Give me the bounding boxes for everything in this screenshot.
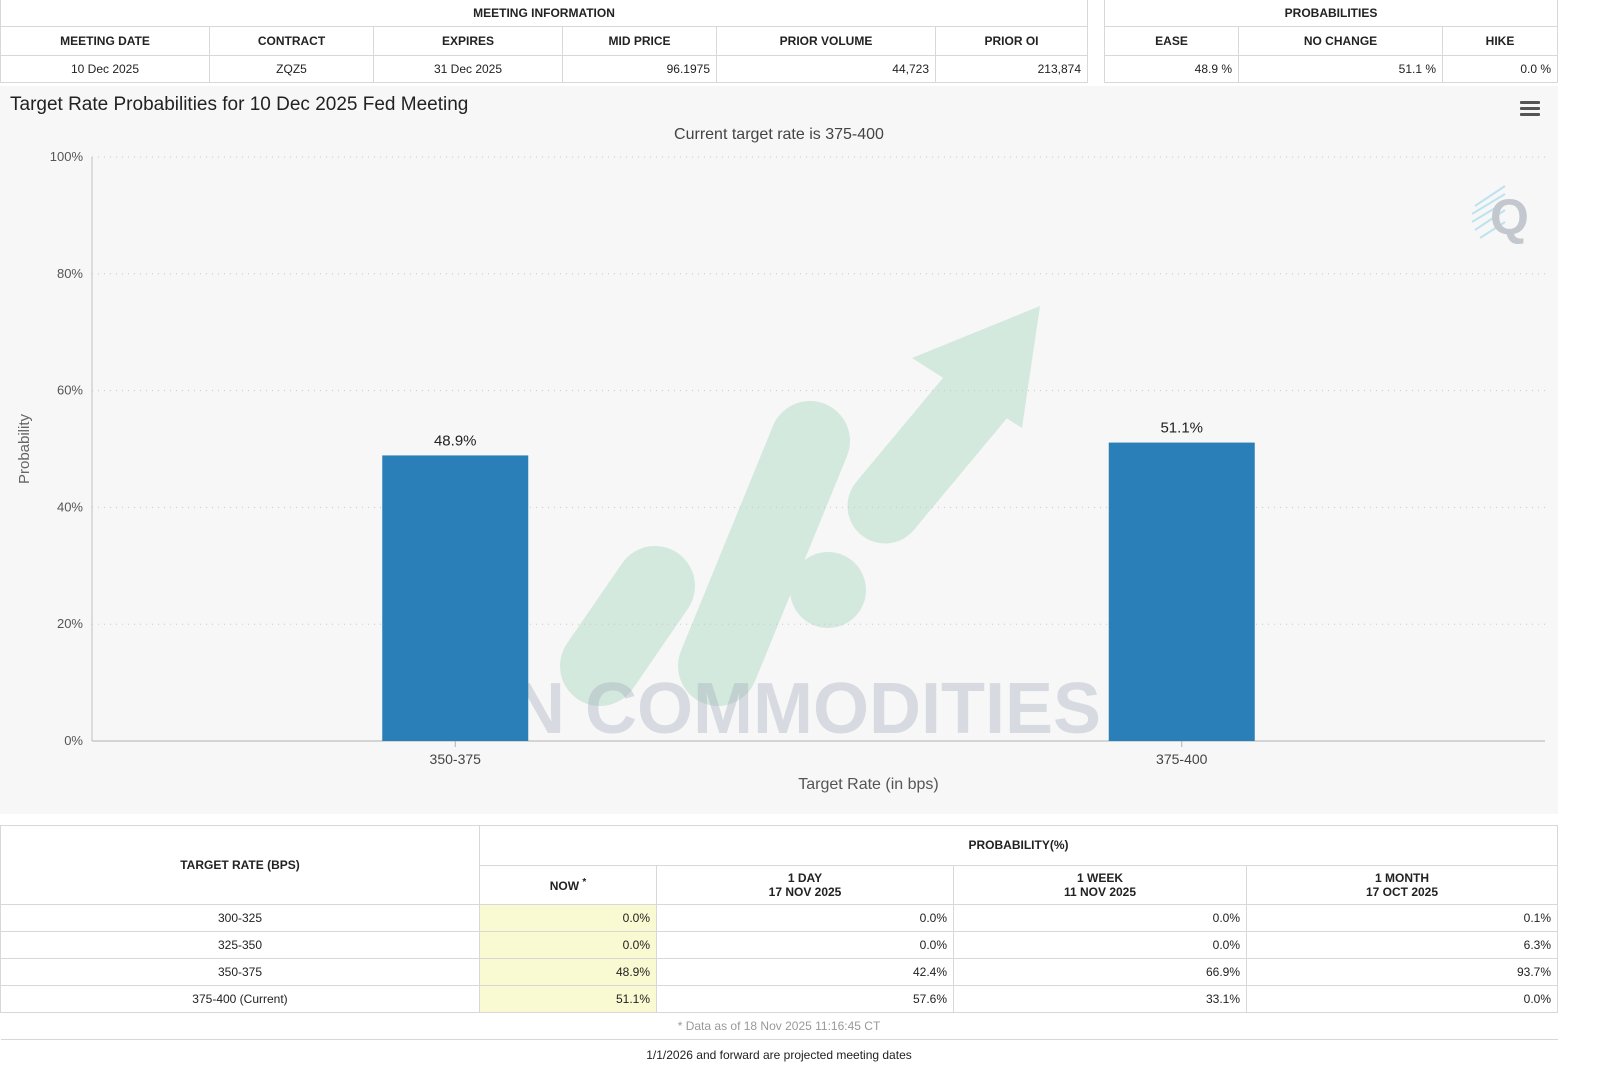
table-row: 350-375 48.9% 42.4% 66.9% 93.7% xyxy=(0,958,1558,986)
1-week-cell: 33.1% xyxy=(953,985,1247,1013)
1-day-cell: 42.4% xyxy=(656,958,954,986)
projected-dates-note: 1/1/2026 and forward are projected meeti… xyxy=(646,1048,912,1062)
1-week-cell: 0.0% xyxy=(953,904,1247,932)
target-rate-cell: 300-325 xyxy=(0,904,480,932)
data-timestamp-note: * Data as of 18 Nov 2025 11:16:45 CT xyxy=(0,1012,1558,1040)
header-probability: PROBABILITY(%) xyxy=(479,825,1558,866)
header-1-day: 1 DAY 17 NOV 2025 xyxy=(656,864,954,905)
watermark-graphic xyxy=(560,306,1040,706)
x-axis-title: Target Rate (in bps) xyxy=(798,776,939,793)
1-day-cell: 0.0% xyxy=(656,904,954,932)
hamburger-menu-icon[interactable] xyxy=(1520,101,1540,117)
mid-price-value: 96.1975 xyxy=(562,55,717,83)
x-tick-label: 350-375 xyxy=(430,751,482,767)
meeting-date-value: 10 Dec 2025 xyxy=(0,55,210,83)
hike-value: 0.0 % xyxy=(1442,55,1558,83)
header-prior-oi: PRIOR OI xyxy=(935,26,1088,56)
1-month-cell: 0.1% xyxy=(1246,904,1558,932)
no-change-value: 51.1 % xyxy=(1238,55,1443,83)
chart-subtitle: Current target rate is 375-400 xyxy=(674,126,884,143)
header-contract: CONTRACT xyxy=(209,26,374,56)
ease-value: 48.9 % xyxy=(1104,55,1239,83)
header-ease: EASE xyxy=(1104,26,1239,56)
table-row: 375-400 (Current) 51.1% 57.6% 33.1% 0.0% xyxy=(0,985,1558,1013)
y-tick-label: 100% xyxy=(50,149,84,164)
target-rate-history-table: TARGET RATE (BPS) PROBABILITY(%) NOW * 1… xyxy=(0,825,1558,1040)
prior-oi-value: 213,874 xyxy=(935,55,1088,83)
1-day-cell: 57.6% xyxy=(656,985,954,1013)
bar xyxy=(382,455,529,741)
logo-letter: Q xyxy=(1490,189,1529,245)
watermark-text: VN COMMODITIES xyxy=(465,669,1101,749)
y-tick-label: 20% xyxy=(57,616,83,631)
y-tick-label: 40% xyxy=(57,499,83,514)
1-month-cell: 93.7% xyxy=(1246,958,1558,986)
x-tick-label: 375-400 xyxy=(1156,751,1208,767)
y-tick-label: 80% xyxy=(57,266,83,281)
expires-value: 31 Dec 2025 xyxy=(373,55,563,83)
header-expires: EXPIRES xyxy=(373,26,563,56)
table-row: 300-325 0.0% 0.0% 0.0% 0.1% xyxy=(0,904,1558,932)
bar-data-label: 51.1% xyxy=(1160,420,1203,437)
1-week-cell: 0.0% xyxy=(953,931,1247,959)
now-cell: 0.0% xyxy=(479,931,657,959)
header-mid-price: MID PRICE xyxy=(562,26,717,56)
chart-title: Target Rate Probabilities for 10 Dec 202… xyxy=(10,94,469,115)
target-rate-cell: 375-400 (Current) xyxy=(0,985,480,1013)
probabilities-title: PROBABILITIES xyxy=(1104,0,1558,27)
1-week-cell: 66.9% xyxy=(953,958,1247,986)
header-hike: HIKE xyxy=(1442,26,1558,56)
1-day-cell: 0.0% xyxy=(656,931,954,959)
y-axis-title: Probability xyxy=(16,413,33,484)
1-month-cell: 0.0% xyxy=(1246,985,1558,1013)
probabilities-table: PROBABILITIES EASE NO CHANGE HIKE 48.9 %… xyxy=(1104,0,1558,83)
now-cell: 0.0% xyxy=(479,904,657,932)
header-1-week: 1 WEEK 11 NOV 2025 xyxy=(953,864,1247,905)
now-cell: 48.9% xyxy=(479,958,657,986)
target-rate-cell: 350-375 xyxy=(0,958,480,986)
header-now: NOW * xyxy=(479,864,657,905)
bar xyxy=(1108,442,1255,741)
probability-bar-chart: VN COMMODITIES Q 0% 20% 40% 60% 80% 100% 48.9%… xyxy=(16,149,1545,793)
header-target-rate: TARGET RATE (BPS) xyxy=(0,825,480,905)
header-prior-volume: PRIOR VOLUME xyxy=(716,26,936,56)
contract-value: ZQZ5 xyxy=(209,55,374,83)
meeting-information-title: MEETING INFORMATION xyxy=(0,0,1088,27)
y-tick-label: 60% xyxy=(57,383,83,398)
header-1-month: 1 MONTH 17 OCT 2025 xyxy=(1246,864,1558,905)
bar-data-label: 48.9% xyxy=(434,432,477,449)
corner-logo: Q xyxy=(1471,185,1529,245)
target-rate-cell: 325-350 xyxy=(0,931,480,959)
chart-panel: VN COMMODITIES Q 0% 20% 40% 60% 80% 100% 48.9%… xyxy=(0,86,1558,814)
header-no-change: NO CHANGE xyxy=(1238,26,1443,56)
now-cell: 51.1% xyxy=(479,985,657,1013)
meeting-information-table: MEETING INFORMATION MEETING DATE CONTRAC… xyxy=(0,0,1088,83)
header-meeting-date: MEETING DATE xyxy=(0,26,210,56)
prior-volume-value: 44,723 xyxy=(716,55,936,83)
y-tick-label: 0% xyxy=(64,733,83,748)
1-month-cell: 6.3% xyxy=(1246,931,1558,959)
table-row: 325-350 0.0% 0.0% 0.0% 6.3% xyxy=(0,931,1558,959)
